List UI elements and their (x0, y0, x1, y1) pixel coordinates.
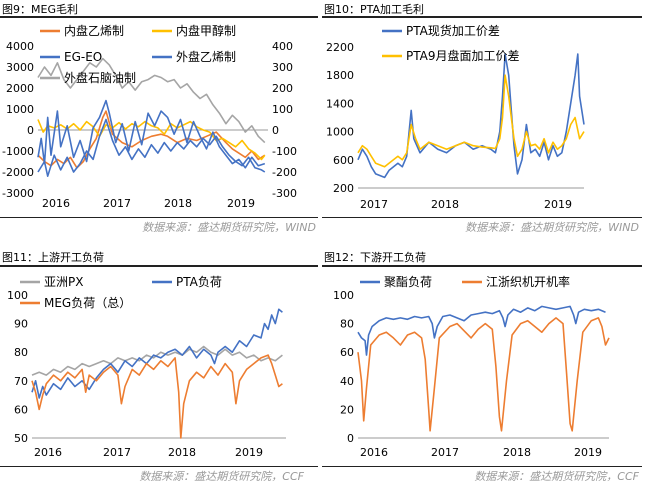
y-tick-label: 60 (14, 403, 28, 416)
legend-label: PTA负荷 (176, 275, 222, 289)
series-line-3 (37, 99, 266, 169)
x-tick-label: 2019 (574, 446, 602, 459)
y-tick-label: 600 (333, 154, 354, 167)
y-tick-label: 80 (340, 318, 354, 331)
data-source: 数据来源：盛达期货研究院，CCF (139, 470, 304, 483)
x-tick-label: 2019 (544, 198, 572, 211)
y-tick-label: 80 (14, 346, 28, 359)
legend-label: 亚洲PX (44, 275, 83, 289)
y-tick-label: 0 (27, 124, 34, 137)
pta-margin-chart: 2200 1800 1400 1000 600 200 2017 2018 2019 PTA现货加… (326, 23, 585, 211)
legend-label: PTA现货加工价差 (406, 23, 500, 38)
legend-label: 外盘乙烯制 (176, 49, 236, 64)
series-line-0 (31, 345, 283, 376)
x-tick-label: 2016 (42, 197, 70, 210)
y-tick-label: 2200 (326, 41, 354, 54)
series-line-0 (357, 305, 606, 356)
title-rule (322, 265, 642, 267)
chart-title: 图11：上游开工负荷 (2, 251, 104, 264)
y-tick-label: 90 (14, 318, 28, 331)
y-right-tick-label: 100 (272, 103, 293, 116)
chart-title: 图10：PTA加工毛利 (324, 3, 425, 16)
bottom-rule (0, 466, 318, 467)
x-tick-label: 2018 (168, 446, 196, 459)
y-tick-label: 100 (333, 289, 354, 302)
x-tick-label: 2019 (227, 197, 255, 210)
series-line-1 (31, 308, 283, 399)
series-line-1 (37, 119, 266, 161)
data-source: 数据来源：盛达期货研究院，WIND (142, 221, 316, 234)
series-line-0 (357, 53, 585, 179)
y-tick-label: 20 (340, 403, 354, 416)
y-tick-label: -3000 (2, 187, 34, 200)
meg-margin-chart: 40003000200010000-1000-2000-300040030020… (2, 23, 297, 210)
y-right-tick-label: 0 (272, 124, 279, 137)
x-tick-label: 2017 (360, 198, 388, 211)
x-tick-label: 2018 (503, 446, 531, 459)
y-right-tick-label: -100 (272, 145, 297, 158)
bottom-rule (322, 466, 642, 467)
x-tick-label: 2016 (34, 446, 62, 459)
legend-label: MEG负荷（总） (44, 296, 131, 310)
upstream-load-chart: 100 90 80 70 60 50 2016 2017 2018 2019 亚洲PX PTA负荷 ME… (7, 275, 286, 459)
x-tick-label: 2017 (431, 446, 459, 459)
y-right-tick-label: 400 (272, 40, 293, 53)
y-tick-label: 100 (7, 289, 28, 302)
y-tick-label: 1800 (326, 69, 354, 82)
legend-label: 聚酯负荷 (384, 275, 432, 289)
series-line-0 (37, 110, 266, 169)
y-tick-label: 1000 (6, 103, 34, 116)
downstream-load-chart: 100 80 60 40 20 0 2016 2017 2018 2019 聚酯负荷 江浙织机开机率 (333, 274, 610, 459)
chart-title: 图12：下游开工负荷 (324, 251, 426, 264)
legend-label: PTA9月盘面加工价差 (406, 48, 519, 63)
legend-label: 江浙织机开机率 (486, 274, 570, 289)
y-tick-label: 1400 (326, 97, 354, 110)
y-tick-label: 3000 (6, 61, 34, 74)
x-tick-label: 2017 (103, 197, 131, 210)
y-right-tick-label: -300 (272, 187, 297, 200)
y-tick-label: 50 (14, 432, 28, 445)
chart-panel-meg-margin: 图9：MEG毛利 4000 3000 2000 1000 0 -1000 -2000 -300… (0, 0, 322, 243)
legend-label: 外盘石脑油制 (64, 70, 136, 85)
x-tick-label: 2018 (431, 198, 459, 211)
legend-label: 内盘乙烯制 (64, 23, 124, 38)
y-right-tick-label: -200 (272, 166, 297, 179)
y-tick-label: 60 (340, 346, 354, 359)
legend-label: EG-EO (64, 50, 102, 64)
data-source: 数据来源：盛达期货研究院，CCF (474, 470, 639, 483)
y-tick-label: 1000 (326, 126, 354, 139)
chart-panel-pta-margin: 图10：PTA加工毛利 2200 1800 1400 1000 600 200 2017 20… (322, 0, 645, 243)
y-tick-label: 2000 (6, 82, 34, 95)
y-right-tick-label: 200 (272, 82, 293, 95)
title-rule (0, 16, 318, 18)
chart-panel-downstream-load: 图12：下游开工负荷 100 80 60 40 20 0 2016 2017 2018 2019 聚… (322, 246, 645, 487)
y-tick-label: 200 (333, 182, 354, 195)
series-line-2 (37, 118, 266, 177)
y-tick-label: 0 (347, 432, 354, 445)
y-tick-label: 4000 (6, 40, 34, 53)
x-tick-label: 2017 (103, 446, 131, 459)
bottom-rule (0, 217, 318, 218)
x-tick-label: 2018 (164, 197, 192, 210)
chart-title: 图9：MEG毛利 (2, 3, 78, 16)
series-line-1 (357, 317, 610, 432)
x-tick-label: 2016 (360, 446, 388, 459)
x-tick-label: 2019 (235, 446, 263, 459)
y-tick-label: -1000 (2, 145, 34, 158)
bottom-rule (322, 217, 642, 218)
data-source: 数据来源：盛达期货研究院，WIND (465, 221, 639, 234)
title-rule (322, 16, 642, 18)
series-line-1 (357, 74, 585, 168)
title-rule (0, 265, 318, 267)
series-line-4 (37, 57, 266, 144)
legend-label: 内盘甲醇制 (176, 23, 236, 38)
y-tick-label: -2000 (2, 166, 34, 179)
chart-panel-upstream-load: 图11：上游开工负荷 100 90 80 70 60 50 2016 2017 2018 2019… (0, 246, 322, 487)
y-right-tick-label: 300 (272, 61, 293, 74)
y-tick-label: 40 (340, 375, 354, 388)
y-tick-label: 70 (14, 375, 28, 388)
series-line-2 (31, 354, 283, 439)
